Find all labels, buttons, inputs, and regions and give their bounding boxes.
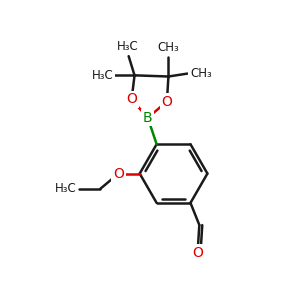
Text: O: O [126,92,137,106]
Text: O: O [113,167,124,181]
Text: H₃C: H₃C [55,182,77,195]
Text: CH₃: CH₃ [190,67,212,80]
Text: B: B [143,111,153,125]
Text: O: O [192,246,203,260]
Text: CH₃: CH₃ [158,41,179,54]
Text: H₃C: H₃C [92,69,113,82]
Text: O: O [161,94,172,109]
Text: H₃C: H₃C [117,40,139,53]
